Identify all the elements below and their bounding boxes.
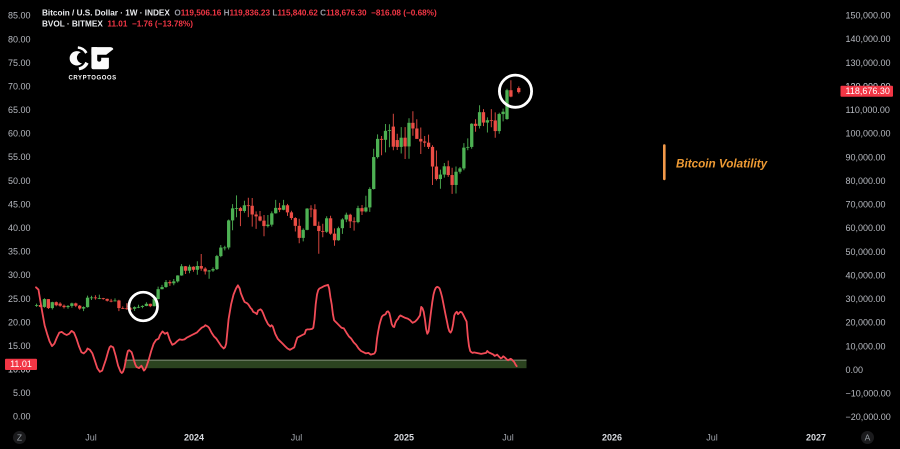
svg-text:2027: 2027 [806, 433, 826, 443]
svg-text:40,000.00: 40,000.00 [846, 270, 886, 280]
svg-text:80,000.00: 80,000.00 [846, 176, 886, 186]
svg-text:Z: Z [17, 433, 22, 443]
svg-text:85.00: 85.00 [8, 11, 31, 21]
svg-text:130,000.00: 130,000.00 [846, 58, 891, 68]
svg-text:Jul: Jul [706, 433, 718, 443]
svg-text:20,000.00: 20,000.00 [846, 318, 886, 328]
svg-text:110,000.00: 110,000.00 [846, 105, 890, 115]
svg-text:75.00: 75.00 [8, 58, 31, 68]
svg-text:70,000.00: 70,000.00 [846, 200, 886, 210]
svg-text:30.00: 30.00 [8, 270, 31, 280]
svg-text:118,676.30: 118,676.30 [846, 86, 890, 96]
svg-text:Jul: Jul [291, 433, 303, 443]
svg-text:140,000.00: 140,000.00 [846, 34, 891, 44]
svg-text:15.00: 15.00 [8, 341, 31, 351]
svg-text:BVOL · BITMEX 11.01 −1.76 (−: BVOL · BITMEX 11.01 −1.76 (−13.78%) [42, 20, 193, 29]
svg-text:60,000.00: 60,000.00 [846, 223, 886, 233]
svg-text:2026: 2026 [602, 433, 622, 443]
svg-text:Bitcoin / U.S. Dollar · 1W · I: Bitcoin / U.S. Dollar · 1W · INDEX O119,… [42, 9, 437, 18]
svg-text:70.00: 70.00 [8, 81, 31, 91]
svg-text:55.00: 55.00 [8, 152, 31, 162]
svg-text:0.00: 0.00 [846, 365, 864, 375]
svg-text:CRYPTOGOOS: CRYPTOGOOS [69, 76, 117, 82]
svg-text:150,000.00: 150,000.00 [846, 11, 891, 21]
svg-text:5.00: 5.00 [13, 388, 31, 398]
svg-text:Bitcoin Volatility: Bitcoin Volatility [676, 158, 768, 171]
svg-text:10,000.00: 10,000.00 [846, 341, 886, 351]
svg-text:40.00: 40.00 [8, 223, 31, 233]
svg-text:Jul: Jul [502, 433, 514, 443]
svg-text:−10,000.00: −10,000.00 [846, 389, 891, 399]
svg-text:100,000.00: 100,000.00 [846, 129, 891, 139]
svg-text:2025: 2025 [394, 433, 414, 443]
svg-text:65.00: 65.00 [8, 105, 31, 115]
svg-text:11.01: 11.01 [10, 359, 32, 369]
svg-text:−20,000.00: −20,000.00 [846, 412, 891, 422]
svg-text:20.00: 20.00 [8, 317, 31, 327]
svg-text:50,000.00: 50,000.00 [846, 247, 886, 257]
svg-text:60.00: 60.00 [8, 129, 31, 139]
svg-text:0.00: 0.00 [13, 412, 31, 422]
svg-text:A: A [865, 433, 871, 443]
svg-text:30,000.00: 30,000.00 [846, 294, 886, 304]
svg-text:90,000.00: 90,000.00 [846, 152, 886, 162]
svg-text:2024: 2024 [184, 433, 204, 443]
svg-text:50.00: 50.00 [8, 176, 31, 186]
svg-text:45.00: 45.00 [8, 199, 31, 209]
svg-text:Jul: Jul [85, 433, 97, 443]
svg-text:80.00: 80.00 [8, 34, 31, 44]
svg-text:25.00: 25.00 [8, 294, 31, 304]
svg-text:35.00: 35.00 [8, 247, 31, 257]
